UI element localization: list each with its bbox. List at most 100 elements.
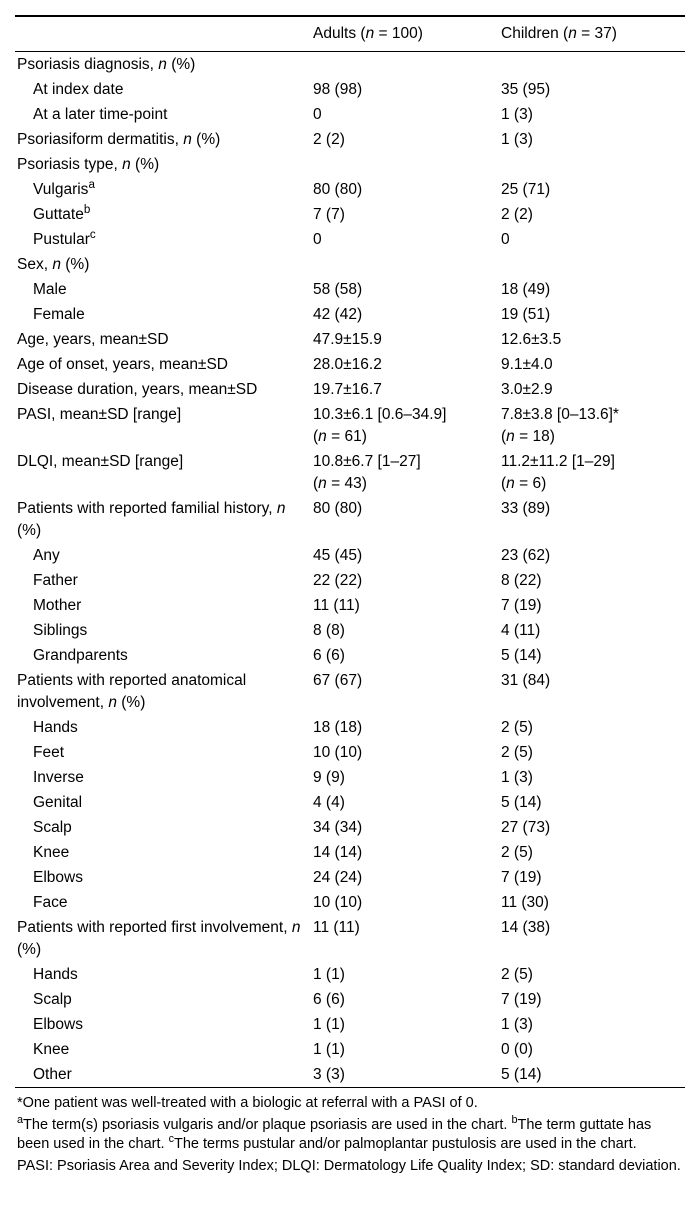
row-adults: 80 (80) (309, 496, 497, 543)
row-label: Knee (15, 1037, 309, 1062)
row-children: 12.6±3.5 (497, 327, 685, 352)
row-label: Patients with reported familial history,… (15, 496, 309, 543)
row-adults: 28.0±16.2 (309, 352, 497, 377)
row-adults: 42 (42) (309, 302, 497, 327)
row-label: Other (15, 1062, 309, 1088)
header-adults: Adults (n = 100) (309, 16, 497, 52)
row-label: Grandparents (15, 643, 309, 668)
table-row: Age of onset, years, mean±SD28.0±16.29.1… (15, 352, 685, 377)
row-label: Knee (15, 840, 309, 865)
row-children: 23 (62) (497, 543, 685, 568)
row-label: Psoriasis diagnosis, n (%) (15, 52, 309, 78)
row-children: 33 (89) (497, 496, 685, 543)
row-children: 35 (95) (497, 77, 685, 102)
row-children: 7 (19) (497, 865, 685, 890)
table-row: Other3 (3)5 (14) (15, 1062, 685, 1088)
table-row: At index date98 (98)35 (95) (15, 77, 685, 102)
table-row: Elbows1 (1)1 (3) (15, 1012, 685, 1037)
row-adults: 80 (80) (309, 177, 497, 202)
table-row: Scalp6 (6)7 (19) (15, 987, 685, 1012)
row-children: 8 (22) (497, 568, 685, 593)
header-adults-n: n (366, 25, 375, 42)
row-label: Disease duration, years, mean±SD (15, 377, 309, 402)
table-row: Grandparents6 (6)5 (14) (15, 643, 685, 668)
row-label: Any (15, 543, 309, 568)
row-children: 1 (3) (497, 102, 685, 127)
footnote-star: *One patient was well-treated with a bio… (17, 1094, 685, 1114)
table-row: Hands18 (18)2 (5) (15, 715, 685, 740)
row-label: Inverse (15, 765, 309, 790)
row-children: 9.1±4.0 (497, 352, 685, 377)
row-children: 0 (497, 227, 685, 252)
row-adults: 11 (11) (309, 593, 497, 618)
row-children: 5 (14) (497, 643, 685, 668)
row-adults: 8 (8) (309, 618, 497, 643)
row-label: Age of onset, years, mean±SD (15, 352, 309, 377)
table-row: Elbows24 (24)7 (19) (15, 865, 685, 890)
row-adults: 14 (14) (309, 840, 497, 865)
table-row: Feet10 (10)2 (5) (15, 740, 685, 765)
row-label: At a later time-point (15, 102, 309, 127)
row-children: 5 (14) (497, 1062, 685, 1088)
row-label: Age, years, mean±SD (15, 327, 309, 352)
row-label: Vulgarisa (15, 177, 309, 202)
row-label: Psoriasis type, n (%) (15, 152, 309, 177)
row-label: Feet (15, 740, 309, 765)
row-label: Hands (15, 715, 309, 740)
row-adults: 10.3±6.1 [0.6–34.9] (n = 61) (309, 402, 497, 449)
table-row: DLQI, mean±SD [range]10.8±6.7 [1–27] (n … (15, 449, 685, 496)
footnote-abbr: PASI: Psoriasis Area and Severity Index;… (17, 1157, 685, 1177)
row-adults (309, 52, 497, 78)
row-children: 7.8±3.8 [0–13.6]* (n = 18) (497, 402, 685, 449)
header-adults-text: Adults ( (313, 25, 366, 42)
table-row: Mother11 (11)7 (19) (15, 593, 685, 618)
row-children (497, 152, 685, 177)
row-adults: 58 (58) (309, 277, 497, 302)
row-adults: 47.9±15.9 (309, 327, 497, 352)
row-children: 1 (3) (497, 127, 685, 152)
table-row: Knee14 (14)2 (5) (15, 840, 685, 865)
row-adults: 10 (10) (309, 740, 497, 765)
row-children: 1 (3) (497, 765, 685, 790)
row-children: 31 (84) (497, 668, 685, 715)
row-children: 19 (51) (497, 302, 685, 327)
row-label: Guttateb (15, 202, 309, 227)
table-row: Age, years, mean±SD47.9±15.912.6±3.5 (15, 327, 685, 352)
row-label: Hands (15, 962, 309, 987)
row-adults: 6 (6) (309, 643, 497, 668)
table-row: Patients with reported first involvement… (15, 915, 685, 962)
table-row: Any45 (45)23 (62) (15, 543, 685, 568)
row-label: Psoriasiform dermatitis, n (%) (15, 127, 309, 152)
row-children: 2 (5) (497, 740, 685, 765)
row-label: Pustularc (15, 227, 309, 252)
table-row: Psoriasis type, n (%) (15, 152, 685, 177)
table-row: Female42 (42)19 (51) (15, 302, 685, 327)
row-label: Siblings (15, 618, 309, 643)
row-label: Face (15, 890, 309, 915)
header-children: Children (n = 37) (497, 16, 685, 52)
header-blank (15, 16, 309, 52)
row-adults: 9 (9) (309, 765, 497, 790)
row-children: 7 (19) (497, 593, 685, 618)
row-label: Mother (15, 593, 309, 618)
header-children-text: Children ( (501, 25, 568, 42)
row-adults: 18 (18) (309, 715, 497, 740)
table-row: Patients with reported familial history,… (15, 496, 685, 543)
row-children: 18 (49) (497, 277, 685, 302)
header-adults-eq: = 100) (374, 25, 423, 42)
row-adults: 1 (1) (309, 962, 497, 987)
row-adults (309, 252, 497, 277)
row-adults: 6 (6) (309, 987, 497, 1012)
row-children: 3.0±2.9 (497, 377, 685, 402)
row-adults: 45 (45) (309, 543, 497, 568)
row-adults (309, 152, 497, 177)
row-children: 2 (2) (497, 202, 685, 227)
row-label: Patients with reported first involvement… (15, 915, 309, 962)
row-adults: 0 (309, 227, 497, 252)
row-children: 2 (5) (497, 840, 685, 865)
table-row: Patients with reported anatomical involv… (15, 668, 685, 715)
row-adults: 3 (3) (309, 1062, 497, 1088)
row-children: 1 (3) (497, 1012, 685, 1037)
footnote-a-text: The term(s) psoriasis vulgaris and/or pl… (23, 1117, 511, 1133)
table-row: Knee1 (1)0 (0) (15, 1037, 685, 1062)
